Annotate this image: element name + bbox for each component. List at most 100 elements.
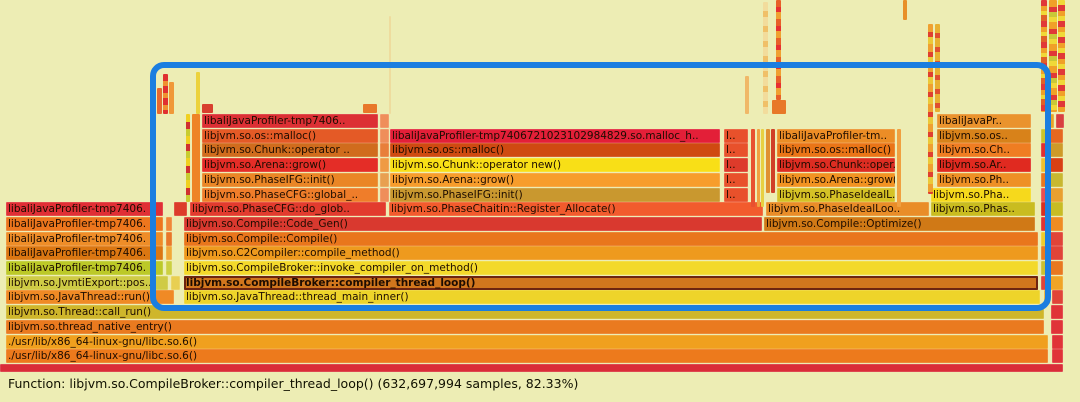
flame-frame-fragment[interactable] <box>1052 349 1063 363</box>
flame-frame[interactable]: libjvm.so.CompileBroker::invoke_compiler… <box>184 261 1038 275</box>
flame-frame[interactable]: libaliJavaProfiler-tmp7406. <box>6 261 163 275</box>
status-bar: Function: libjvm.so.CompileBroker::compi… <box>8 376 579 391</box>
flame-frame-fragment[interactable] <box>0 364 1063 372</box>
flame-frame-fragment[interactable] <box>1050 173 1063 187</box>
flame-frame-fragment[interactable] <box>1051 305 1063 319</box>
flame-frame-fragment[interactable] <box>171 276 180 290</box>
flame-frame-fragment[interactable] <box>1050 158 1063 172</box>
flame-frame[interactable]: libjvm.so.Ch.. <box>937 143 1031 157</box>
micro-frames-texture <box>897 129 901 207</box>
flame-frame[interactable]: l.. <box>724 143 748 157</box>
flame-frame-fragment[interactable] <box>1050 246 1063 260</box>
flame-frame[interactable]: libaliJavaProfiler-tmp740672102310298482… <box>390 129 720 143</box>
micro-frames-texture <box>761 129 764 207</box>
flame-frame-fragment[interactable] <box>166 217 172 231</box>
flame-frame[interactable]: libjvm.so.os::malloc() <box>777 143 895 157</box>
flame-frame[interactable]: ./usr/lib/x86_64-linux-gnu/libc.so.6() <box>6 335 1048 349</box>
flame-frame[interactable]: libjvm.so.Ar.. <box>937 158 1031 172</box>
flame-frame-fragment[interactable] <box>1044 290 1050 304</box>
flame-frame-fragment[interactable] <box>1041 217 1048 231</box>
flame-frame[interactable]: libjvm.so.Chunk::operator .. <box>202 143 378 157</box>
flame-frame[interactable]: libaliJavaProfiler-tmp7406. <box>6 202 163 216</box>
flame-frame-fragment[interactable] <box>1041 158 1048 172</box>
flame-frame[interactable]: libjvm.so.Compile::Compile() <box>184 232 1038 246</box>
flame-frame-fragment[interactable] <box>1052 290 1063 304</box>
flame-frame[interactable]: l.. <box>724 158 748 172</box>
flame-frame[interactable]: libaliJavaProfiler-tmp7406. <box>6 217 163 231</box>
flame-frame-fragment[interactable] <box>166 246 172 260</box>
flame-frame[interactable]: libjvm.so.Thread::call_run() <box>6 305 1044 319</box>
flame-frame-fragment[interactable] <box>1041 276 1048 290</box>
flame-frame[interactable]: libjvm.so.PhaseIFG::init() <box>390 188 720 202</box>
flame-frame[interactable]: libjvm.so.JavaThread::thread_main_inner(… <box>184 290 1040 304</box>
flame-frame[interactable]: libjvm.so.Compile::Code_Gen() <box>184 217 762 231</box>
flame-frame-fragment[interactable] <box>166 232 172 246</box>
flame-frame-fragment[interactable] <box>380 129 389 143</box>
flame-frame[interactable]: libaliJavaPr.. <box>937 114 1031 128</box>
flame-frame[interactable]: libjvm.so.Chunk::oper.. <box>777 158 895 172</box>
flame-frame[interactable]: libjvm.so.thread_native_entry() <box>6 320 1044 334</box>
flame-frame-fragment[interactable] <box>380 173 389 187</box>
flame-frame[interactable]: libjvm.so.CompileBroker::compiler_thread… <box>184 276 1038 290</box>
flame-frame[interactable]: libjvm.so.C2Compiler::compile_method() <box>184 246 1038 260</box>
flame-frame[interactable]: libjvm.so.Phas.. <box>931 202 1035 216</box>
micro-frames-texture <box>1041 0 1047 112</box>
flame-frame-fragment[interactable] <box>1041 129 1048 143</box>
flame-frame-fragment[interactable] <box>380 143 389 157</box>
flame-frame[interactable]: libjvm.so.Arena::grow() <box>202 158 378 172</box>
flame-frame-fragment[interactable] <box>1041 261 1048 275</box>
flame-frame[interactable]: libaliJavaProfiler-tm.. <box>777 129 895 143</box>
flame-frame-fragment[interactable] <box>174 202 187 216</box>
flame-frame[interactable]: libjvm.so.PhaseCFG::do_glob.. <box>190 202 386 216</box>
flame-frame[interactable]: libjvm.so.Compile::Optimize() <box>764 217 1035 231</box>
flame-frame[interactable]: libjvm.so.JavaThread::run() <box>6 290 174 304</box>
flame-frame-fragment[interactable] <box>1056 114 1064 128</box>
micro-frames-texture <box>1049 0 1057 112</box>
flame-frame-fragment[interactable] <box>1050 129 1063 143</box>
flame-frame[interactable]: libjvm.so.JvmtiExport::pos.. <box>6 276 168 290</box>
flame-frame[interactable]: libjvm.so.Ph.. <box>937 173 1031 187</box>
flame-frame-fragment[interactable] <box>1050 202 1063 216</box>
flame-frame[interactable]: libaliJavaProfiler-tmp7406.. <box>202 114 378 128</box>
flame-frame[interactable]: libjvm.so.PhaseIdealL.. <box>777 188 895 202</box>
flame-frame[interactable]: libjvm.so.Chunk::operator new() <box>390 158 720 172</box>
flame-frame-fragment[interactable] <box>1046 114 1054 128</box>
flame-frame[interactable]: libjvm.so.PhaseCFG::global_.. <box>202 188 378 202</box>
flame-frame-fragment[interactable] <box>1050 188 1063 202</box>
flame-frame-fragment[interactable] <box>1041 202 1048 216</box>
flame-frame[interactable]: libjvm.so.os::malloc() <box>202 129 378 143</box>
flame-frame[interactable]: libjvm.so.os.. <box>937 129 1031 143</box>
flame-frame[interactable]: libjvm.so.Pha.. <box>931 188 1031 202</box>
flame-frame-fragment[interactable] <box>1052 335 1063 349</box>
flame-frame-fragment[interactable] <box>1041 143 1048 157</box>
flame-frame-fragment[interactable] <box>1050 232 1063 246</box>
flame-frame-fragment[interactable] <box>1041 232 1048 246</box>
flame-frame[interactable]: ./usr/lib/x86_64-linux-gnu/libc.so.6() <box>6 349 1048 363</box>
flame-frame[interactable]: libjvm.so.PhaseIdealLoo.. <box>766 202 929 216</box>
flame-frame[interactable]: libjvm.so.Arena::grow() <box>777 173 895 187</box>
micro-frames-texture <box>1058 0 1065 112</box>
flame-frame[interactable]: libjvm.so.PhaseIFG::init() <box>202 173 378 187</box>
flame-frame[interactable]: libjvm.so.os::malloc() <box>390 143 720 157</box>
flame-frame-fragment[interactable] <box>1041 173 1048 187</box>
flame-frame[interactable]: l.. <box>724 188 748 202</box>
flame-frame[interactable]: libaliJavaProfiler-tmp7406. <box>6 232 163 246</box>
flame-frame-fragment[interactable] <box>1050 261 1063 275</box>
flame-frame-fragment[interactable] <box>1050 143 1063 157</box>
flame-frame[interactable]: libjvm.so.Arena::grow() <box>390 173 720 187</box>
flame-frame-fragment[interactable] <box>1041 188 1048 202</box>
flame-frame[interactable]: libaliJavaProfiler-tmp7406. <box>6 246 163 260</box>
flame-frame[interactable]: libjvm.so.PhaseChaitin::Register_Allocat… <box>389 202 763 216</box>
flame-frame-fragment[interactable] <box>1050 217 1063 231</box>
flame-frame[interactable]: l.. <box>724 173 748 187</box>
flame-frame-fragment[interactable] <box>380 114 389 128</box>
flame-frame-fragment[interactable] <box>166 261 172 275</box>
flame-frame-fragment[interactable] <box>1041 246 1048 260</box>
micro-frames-texture <box>935 24 940 112</box>
flame-frame-fragment[interactable] <box>1051 320 1063 334</box>
flame-frame-fragment[interactable] <box>380 158 389 172</box>
flame-frame-fragment[interactable] <box>380 188 389 202</box>
flame-frame-fragment[interactable] <box>1050 276 1063 290</box>
flame-frame[interactable]: l.. <box>724 129 748 143</box>
